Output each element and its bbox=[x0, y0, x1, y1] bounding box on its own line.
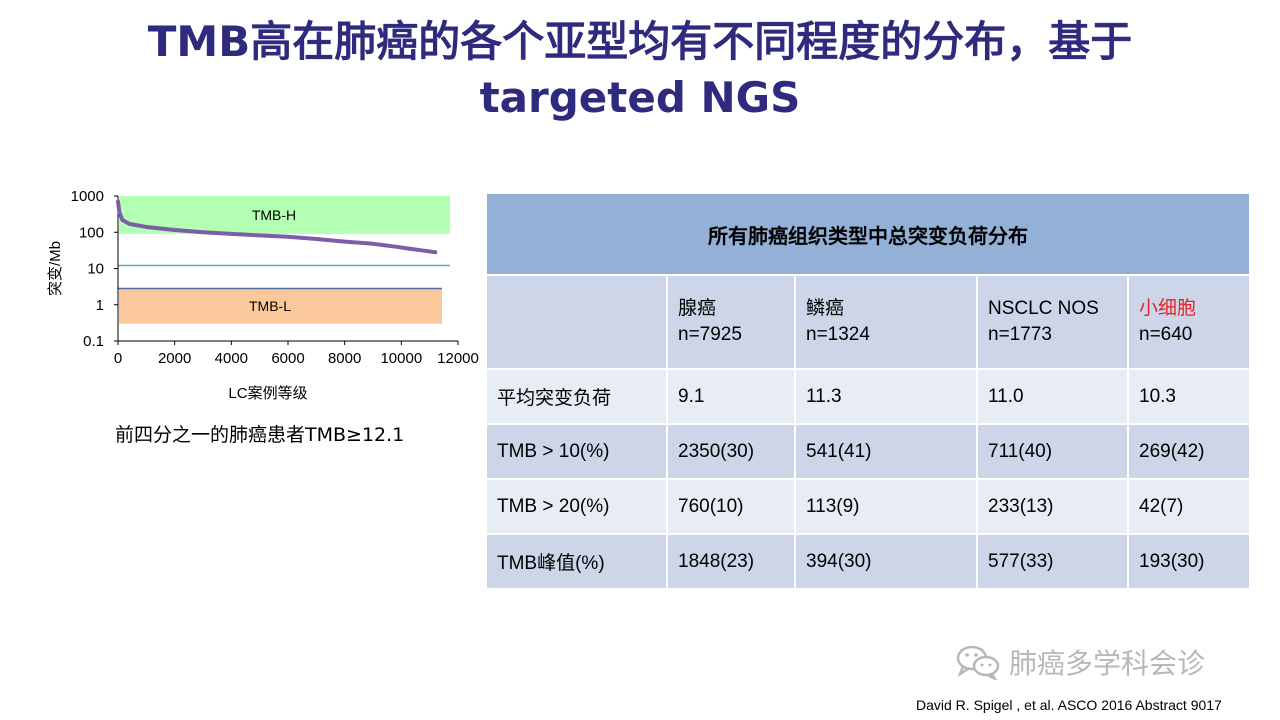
table-cell: 10.3 bbox=[1126, 368, 1252, 425]
group-header-cell: 小细胞 n=640 bbox=[1126, 274, 1252, 370]
group-n: n=1324 bbox=[806, 324, 870, 345]
table-cell: 193(30) bbox=[1126, 533, 1252, 590]
x-tick-label: 2000 bbox=[158, 350, 191, 367]
table-cell: 2350(30) bbox=[666, 423, 796, 480]
x-tick-label: 6000 bbox=[271, 350, 304, 367]
tmb-table: 所有肺癌组织类型中总突变负荷分布 腺癌 n=7925 鳞癌 n=1324 NSC… bbox=[484, 192, 1252, 590]
group-name: 小细胞 bbox=[1139, 298, 1197, 319]
table-row: TMB峰值(%) 1848(23) 394(30) 577(33) 193(30… bbox=[485, 533, 1252, 590]
y-tick-label: 0.1 bbox=[83, 333, 104, 350]
group-header-cell: NSCLC NOS n=1773 bbox=[976, 274, 1129, 370]
region-label: TMB-H bbox=[252, 207, 296, 223]
group-header-empty bbox=[485, 274, 668, 370]
x-tick-label: 10000 bbox=[380, 350, 422, 367]
y-tick-label: 100 bbox=[79, 224, 104, 241]
y-tick-label: 1000 bbox=[71, 188, 104, 205]
row-label: TMB > 20(%) bbox=[485, 478, 668, 535]
x-tick-label: 12000 bbox=[437, 350, 479, 367]
group-n: n=640 bbox=[1139, 324, 1193, 345]
table-header-row: 所有肺癌组织类型中总突变负荷分布 bbox=[484, 192, 1252, 276]
table-row: TMB > 20(%) 760(10) 113(9) 233(13) 42(7) bbox=[485, 478, 1252, 535]
tmb-chart-svg: TMB-H TMB-L 1000 100 10 1 0.1 0 2000 4000 6000 8000… bbox=[47, 188, 479, 402]
table-cell: 711(40) bbox=[976, 423, 1129, 480]
table-cell: 760(10) bbox=[666, 478, 796, 535]
row-label: TMB > 10(%) bbox=[485, 423, 668, 480]
group-n: n=1773 bbox=[988, 324, 1052, 345]
x-tick-label: 0 bbox=[114, 350, 122, 367]
table-cell: 577(33) bbox=[976, 533, 1129, 590]
page-title: TMB高在肺癌的各个亚型均有不同程度的分布，基于 targeted NGS bbox=[40, 14, 1240, 126]
row-label: TMB峰值(%) bbox=[485, 533, 668, 590]
table-cell: 9.1 bbox=[666, 368, 796, 425]
x-tick-label: 8000 bbox=[328, 350, 361, 367]
title-line-2: targeted NGS bbox=[479, 73, 801, 122]
y-tick-label: 1 bbox=[96, 297, 104, 314]
region-label: TMB-L bbox=[249, 298, 291, 314]
watermark-text: 肺癌多学科会诊 bbox=[1009, 647, 1206, 680]
title-line-1: TMB高在肺癌的各个亚型均有不同程度的分布，基于 bbox=[147, 17, 1133, 66]
table-cell: 1848(23) bbox=[666, 533, 796, 590]
table-row: 平均突变负荷 9.1 11.3 11.0 10.3 bbox=[485, 368, 1252, 425]
table-header: 所有肺癌组织类型中总突变负荷分布 bbox=[484, 192, 1252, 276]
tmb-chart: TMB-H TMB-L 1000 100 10 1 0.1 0 2000 4000 6000 8000… bbox=[40, 180, 490, 410]
table-cell: 11.3 bbox=[794, 368, 978, 425]
table-cell: 394(30) bbox=[794, 533, 978, 590]
group-header-cell: 鳞癌 n=1324 bbox=[794, 274, 978, 370]
x-tick-label: 4000 bbox=[215, 350, 248, 367]
x-axis-label: LC案例等级 bbox=[228, 384, 307, 402]
group-name: 腺癌 bbox=[678, 298, 717, 319]
group-header-cell: 腺癌 n=7925 bbox=[666, 274, 796, 370]
table-cell: 42(7) bbox=[1126, 478, 1252, 535]
tmb-curve bbox=[116, 199, 438, 255]
region-tmb-l bbox=[119, 288, 442, 324]
row-label: 平均突变负荷 bbox=[485, 368, 668, 425]
chart-caption: 前四分之一的肺癌患者TMB≥12.1 bbox=[115, 424, 405, 446]
table-group-row: 腺癌 n=7925 鳞癌 n=1324 NSCLC NOS n=1773 小细胞… bbox=[485, 274, 1252, 370]
table-cell: 11.0 bbox=[976, 368, 1129, 425]
citation: David R. Spigel , et al. ASCO 2016 Abstr… bbox=[916, 697, 1222, 713]
y-tick-label: 10 bbox=[87, 261, 104, 278]
table-row: TMB > 10(%) 2350(30) 541(41) 711(40) 269… bbox=[485, 423, 1252, 480]
table-cell: 541(41) bbox=[794, 423, 978, 480]
region-tmb-h bbox=[119, 196, 450, 234]
group-name: NSCLC NOS bbox=[988, 298, 1099, 319]
y-axis-label: 突变/Mb bbox=[47, 241, 64, 296]
wechat-icon bbox=[956, 645, 1000, 680]
watermark: 肺癌多学科会诊 bbox=[955, 642, 1205, 682]
table-cell: 233(13) bbox=[976, 478, 1129, 535]
group-n: n=7925 bbox=[678, 324, 742, 345]
table-cell: 113(9) bbox=[794, 478, 978, 535]
table-cell: 269(42) bbox=[1126, 423, 1252, 480]
group-name: 鳞癌 bbox=[806, 298, 845, 319]
